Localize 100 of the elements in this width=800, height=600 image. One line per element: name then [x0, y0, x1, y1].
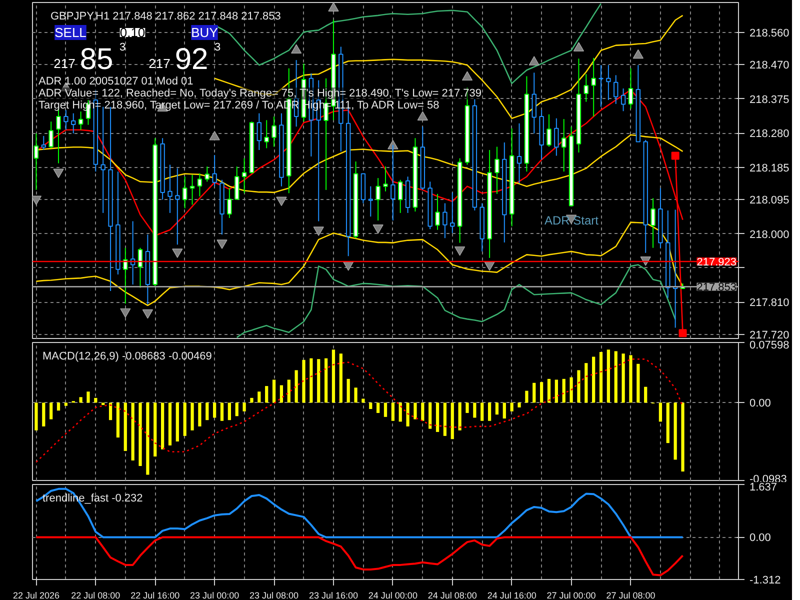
- candlestick: [212, 154, 217, 187]
- bar: [562, 378, 566, 403]
- candlestick: [182, 176, 188, 209]
- point: [632, 49, 644, 59]
- candlestick: [390, 144, 396, 222]
- candlestick: [442, 202, 448, 239]
- bar: [124, 402, 127, 451]
- candlestick: [204, 166, 210, 182]
- candlestick: [256, 112, 262, 150]
- bar: [622, 354, 625, 403]
- candlestick: [450, 192, 455, 234]
- point: [120, 308, 131, 318]
- y-tick-label: 217.720: [750, 330, 790, 342]
- point: [528, 56, 540, 66]
- bar: [272, 380, 276, 403]
- candlestick: [554, 118, 559, 156]
- bar: [666, 402, 670, 444]
- candlestick: [494, 146, 500, 194]
- bar: [488, 402, 492, 421]
- bar: [354, 388, 358, 403]
- candlestick: [435, 193, 440, 230]
- bar: [116, 402, 120, 438]
- x-tick-label: 24 Jul 00:00: [368, 590, 418, 600]
- candlestick: [48, 121, 54, 149]
- point: [313, 226, 324, 236]
- candlestick: [562, 118, 566, 172]
- candlestick: [650, 198, 656, 248]
- annotation: 3: [214, 42, 221, 54]
- point: [388, 140, 398, 150]
- y-tick-label: 0.07598: [750, 340, 790, 352]
- candlestick: [190, 174, 195, 206]
- candlestick: [138, 247, 143, 288]
- bar: [198, 402, 202, 426]
- candlestick: [34, 132, 39, 190]
- candlestick: [383, 166, 388, 192]
- candlestick: [614, 74, 618, 104]
- bar: [138, 402, 142, 466]
- bar: [674, 402, 677, 460]
- bar: [250, 398, 254, 403]
- candlestick: [591, 57, 596, 118]
- bar: [428, 402, 432, 429]
- candlestick: [197, 172, 202, 197]
- bar: [518, 402, 521, 408]
- point: [32, 196, 42, 205]
- bar: [79, 397, 82, 403]
- bar: [473, 402, 476, 418]
- x-tick-label: 27 Jul 08:00: [606, 590, 656, 600]
- annotation: 217: [148, 56, 170, 71]
- ref-line-label: 217.923: [696, 256, 737, 269]
- bar: [458, 402, 462, 430]
- bar: [168, 402, 172, 446]
- x-tick-label: 22 Jul 08:00: [71, 590, 120, 600]
- bar: [681, 402, 684, 472]
- point: [417, 111, 428, 120]
- point: [142, 309, 153, 319]
- point: [462, 71, 473, 81]
- candlestick: [227, 188, 232, 218]
- candlestick: [620, 88, 626, 112]
- bar: [644, 386, 648, 403]
- bar: [570, 377, 573, 403]
- point: [291, 44, 302, 54]
- bar: [540, 382, 544, 403]
- y-tick-label: -1.312: [750, 574, 781, 586]
- bar: [510, 402, 514, 412]
- candlestick: [546, 114, 552, 148]
- bar: [302, 360, 306, 403]
- bar: [443, 402, 447, 436]
- candlestick: [64, 110, 68, 130]
- bar: [614, 351, 618, 403]
- line-series: [236, 264, 676, 338]
- bar: [606, 350, 610, 403]
- bar: [391, 402, 394, 421]
- bar: [332, 350, 336, 403]
- bar: [599, 352, 603, 403]
- bar: [146, 402, 150, 475]
- annotation: 217: [54, 56, 76, 71]
- ref-line-label: 217.853: [696, 282, 737, 294]
- bar: [436, 402, 440, 432]
- y-tick-label: 218.185: [750, 162, 790, 174]
- line-series: [35, 536, 684, 576]
- candlestick: [584, 74, 589, 102]
- bar: [398, 402, 402, 422]
- candlestick: [41, 135, 46, 150]
- bar: [294, 370, 298, 403]
- point: [209, 130, 220, 140]
- y-tick-label: 0.00: [750, 398, 771, 410]
- bar: [384, 402, 388, 417]
- bar: [183, 402, 186, 436]
- point: [172, 248, 183, 258]
- candlestick: [71, 112, 76, 134]
- annotation: 85: [80, 43, 114, 76]
- point: [53, 168, 64, 178]
- bar: [213, 402, 216, 418]
- annotation: BUY: [191, 25, 218, 40]
- point: [671, 152, 680, 160]
- point: [328, 2, 339, 12]
- bar: [310, 358, 313, 403]
- bar: [502, 402, 506, 418]
- x-tick-label: 22 Jul 2026: [12, 590, 60, 600]
- candlestick: [234, 166, 240, 200]
